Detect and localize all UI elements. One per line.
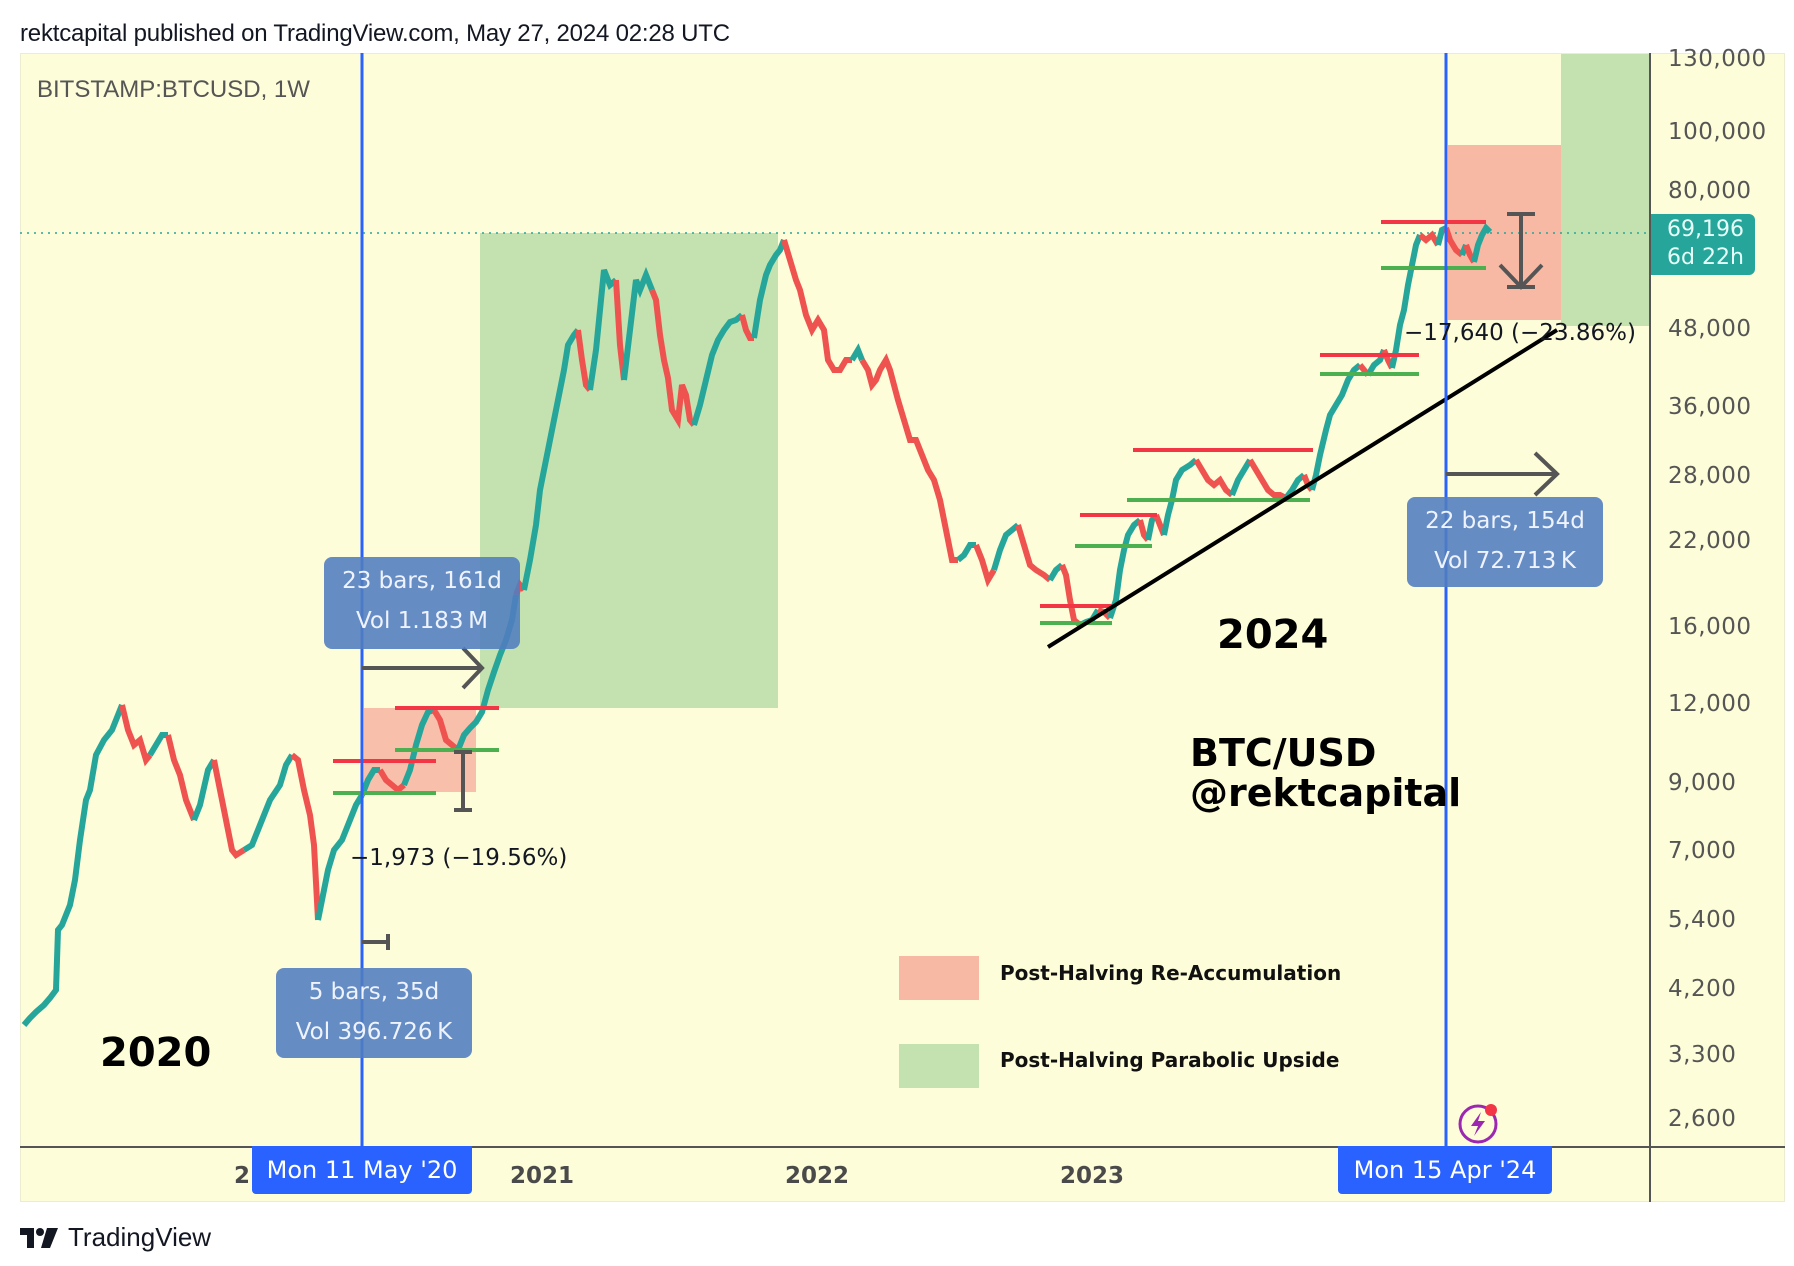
drop-arrow-2024 <box>1498 212 1544 290</box>
price-tick: 22,000 <box>1668 528 1752 554</box>
last-price-value: 69,196 <box>1667 217 1744 242</box>
price-tick: 130,000 <box>1668 46 1767 72</box>
symbol-label: BITSTAMP:BTCUSD, 1W <box>37 76 310 103</box>
year-label-2024: 2024 <box>1217 612 1329 658</box>
bar-countdown: 6d 22h <box>1667 245 1744 270</box>
legend-swatch-reaccumulation <box>899 956 979 1000</box>
watermark-pair: BTC/USD <box>1190 731 1377 775</box>
tradingview-logo-icon <box>20 1227 58 1248</box>
price-tick: 9,000 <box>1668 770 1737 796</box>
price-tick: 80,000 <box>1668 178 1752 204</box>
price-tick: 12,000 <box>1668 691 1752 717</box>
halving-date-tag-2024: Mon 15 Apr '24 <box>1338 1146 1552 1194</box>
watermark-handle: @rektcapital <box>1190 771 1462 815</box>
legend-swatch-parabolic <box>899 1044 979 1088</box>
resistance-lines <box>333 220 1486 763</box>
parabolic-zone-2020 <box>480 233 778 708</box>
measure-box-2020-long[interactable]: 23 bars, 161d Vol 1.183 M <box>324 557 520 649</box>
time-tick-2021: 2021 <box>510 1163 575 1189</box>
price-tick: 28,000 <box>1668 463 1752 489</box>
arrow-2024 <box>1446 451 1560 497</box>
price-tick: 3,300 <box>1668 1042 1737 1068</box>
price-change-2024: −17,640 (−23.86%) <box>1404 320 1636 346</box>
arrow-2020-short <box>362 934 390 950</box>
measure-volume: Vol 1.183 M <box>355 608 488 634</box>
parabolic-zone-2024 <box>1561 54 1649 326</box>
time-tick-partial: 2 <box>234 1163 251 1189</box>
time-tick-2022: 2022 <box>785 1163 850 1189</box>
halving-date-tag-2020: Mon 11 May '20 <box>252 1146 472 1194</box>
price-change-2020: −1,973 (−19.56%) <box>350 845 568 871</box>
trendline <box>1046 328 1559 649</box>
drop-marker-2020 <box>454 750 472 812</box>
measure-bars: 22 bars, 154d <box>1425 508 1585 534</box>
time-tick-2023: 2023 <box>1060 1163 1125 1189</box>
measure-box-2020-short[interactable]: 5 bars, 35d Vol 396.726 K <box>276 968 472 1058</box>
measure-bars: 23 bars, 161d <box>342 568 502 594</box>
measure-volume: Vol 396.726 K <box>295 1019 453 1045</box>
price-tick: 5,400 <box>1668 907 1737 933</box>
legend-label-reaccumulation: Post-Halving Re-Accumulation <box>1000 961 1342 985</box>
arrow-2020-long <box>362 646 485 690</box>
lightning-event-icon[interactable] <box>1456 1100 1500 1144</box>
price-tick: 16,000 <box>1668 614 1752 640</box>
published-caption: rektcapital published on TradingView.com… <box>20 20 730 47</box>
tradingview-brand: TradingView <box>68 1222 212 1252</box>
price-tick: 100,000 <box>1668 119 1767 145</box>
measure-box-2024[interactable]: 22 bars, 154d Vol 72.713 K <box>1407 497 1603 587</box>
legend-label-parabolic: Post-Halving Parabolic Upside <box>1000 1048 1340 1072</box>
year-label-2020: 2020 <box>100 1030 212 1076</box>
price-tick: 48,000 <box>1668 316 1752 342</box>
price-tick: 7,000 <box>1668 838 1737 864</box>
measure-bars: 5 bars, 35d <box>308 979 440 1005</box>
measure-volume: Vol 72.713 K <box>1434 548 1576 574</box>
tradingview-logo[interactable]: TradingView <box>20 1222 211 1253</box>
price-tick: 2,600 <box>1668 1106 1737 1132</box>
support-lines <box>333 266 1486 795</box>
watermark: BTC/USD @rektcapital <box>1190 733 1461 813</box>
last-price-tag: 69,196 6d 22h <box>1651 214 1755 275</box>
price-tick: 36,000 <box>1668 394 1752 420</box>
price-tick: 4,200 <box>1668 976 1737 1002</box>
